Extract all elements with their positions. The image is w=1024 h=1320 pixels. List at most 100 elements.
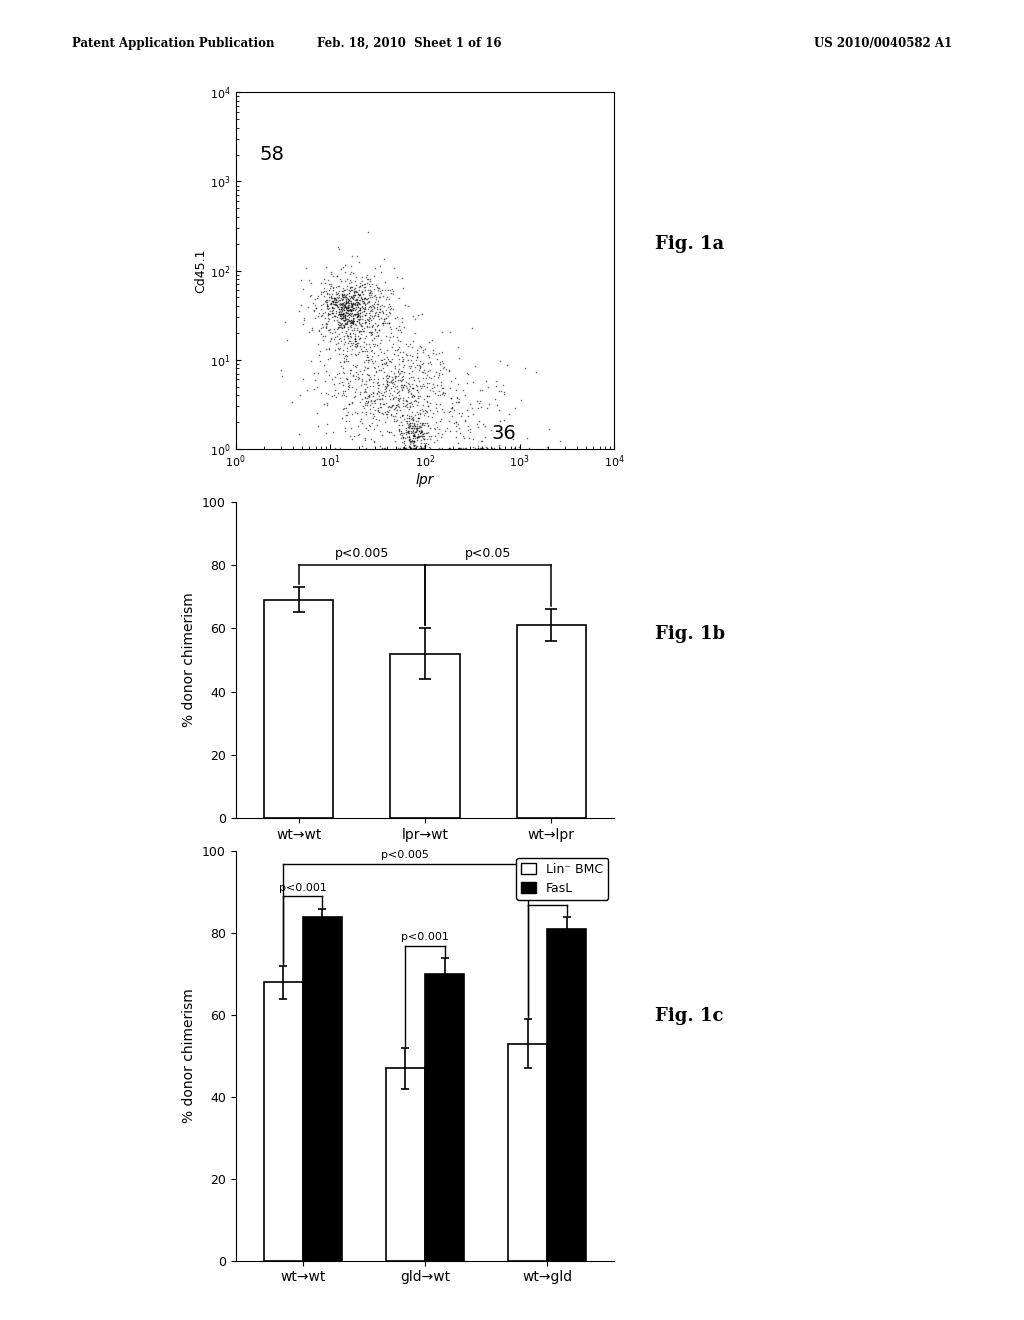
Point — [301, 322, 317, 343]
Point — [400, 363, 417, 384]
Point — [400, 367, 417, 388]
Point — [307, 297, 324, 318]
Point — [312, 272, 329, 293]
Point — [374, 437, 390, 458]
Point — [396, 438, 413, 459]
Point — [331, 339, 347, 360]
Point — [346, 297, 362, 318]
Point — [507, 397, 523, 418]
Point — [406, 414, 422, 436]
Point — [407, 421, 423, 442]
Point — [393, 350, 410, 371]
Point — [415, 374, 431, 395]
Point — [400, 436, 417, 457]
Point — [347, 334, 364, 355]
Point — [331, 315, 347, 337]
Point — [295, 279, 311, 300]
Point — [351, 284, 368, 305]
Point — [341, 376, 357, 397]
Point — [325, 277, 341, 298]
Point — [356, 341, 373, 362]
Point — [390, 396, 407, 417]
Point — [342, 305, 358, 326]
Point — [432, 354, 449, 375]
Point — [410, 411, 426, 432]
Point — [335, 293, 351, 314]
Point — [496, 383, 512, 404]
Point — [366, 391, 382, 412]
Point — [421, 372, 437, 393]
Point — [362, 296, 379, 317]
Point — [442, 397, 459, 418]
Point — [485, 438, 502, 459]
Point — [356, 273, 373, 294]
Point — [351, 367, 368, 388]
Point — [383, 372, 399, 393]
Point — [321, 337, 337, 358]
Point — [541, 418, 557, 440]
Point — [369, 276, 385, 297]
Point — [276, 312, 293, 333]
Point — [406, 417, 422, 438]
Point — [317, 381, 334, 403]
Point — [319, 305, 336, 326]
Point — [418, 433, 434, 454]
Point — [441, 411, 458, 432]
Point — [358, 273, 375, 294]
Point — [365, 396, 381, 417]
Point — [343, 333, 359, 354]
Point — [386, 387, 402, 408]
Point — [355, 359, 372, 380]
Point — [406, 413, 422, 434]
Point — [552, 430, 568, 451]
Point — [344, 429, 360, 450]
Point — [393, 346, 410, 367]
Point — [339, 341, 355, 362]
Point — [353, 301, 370, 322]
Point — [354, 388, 371, 409]
Point — [413, 337, 429, 358]
Point — [308, 298, 325, 319]
Point — [325, 276, 341, 297]
Point — [315, 294, 332, 315]
Point — [360, 414, 377, 436]
Point — [337, 301, 353, 322]
Point — [423, 425, 439, 446]
Point — [398, 334, 415, 355]
Point — [356, 304, 373, 325]
Point — [336, 284, 352, 305]
Point — [381, 350, 397, 371]
Point — [375, 286, 391, 308]
Point — [426, 366, 442, 387]
Point — [432, 384, 449, 405]
Point — [344, 296, 360, 317]
Point — [339, 368, 355, 389]
Point — [393, 375, 410, 396]
Point — [352, 300, 369, 321]
Point — [332, 317, 348, 338]
Point — [475, 413, 492, 434]
Point — [364, 309, 380, 330]
Point — [371, 388, 387, 409]
Point — [403, 420, 420, 441]
Point — [350, 302, 367, 323]
Point — [412, 358, 428, 379]
Point — [404, 433, 421, 454]
Point — [355, 381, 372, 403]
Point — [305, 379, 322, 400]
Point — [354, 341, 371, 362]
Point — [358, 388, 375, 409]
Point — [364, 315, 380, 337]
Point — [369, 315, 385, 337]
Point — [345, 385, 361, 407]
Point — [415, 425, 431, 446]
Point — [321, 364, 337, 385]
Point — [347, 381, 364, 403]
Point — [342, 292, 358, 313]
Point — [350, 368, 367, 389]
Point — [398, 412, 415, 433]
Bar — [264, 599, 334, 818]
Point — [392, 376, 409, 397]
Point — [349, 319, 366, 341]
Point — [415, 362, 431, 383]
